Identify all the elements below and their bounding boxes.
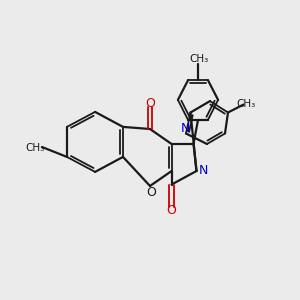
Text: O: O (145, 97, 155, 110)
Text: CH₃: CH₃ (189, 54, 208, 64)
Text: O: O (146, 185, 156, 199)
Text: N: N (181, 122, 190, 135)
Text: N: N (198, 164, 208, 177)
Text: CH₃: CH₃ (26, 143, 45, 153)
Text: CH₃: CH₃ (237, 99, 256, 109)
Text: O: O (167, 204, 176, 217)
